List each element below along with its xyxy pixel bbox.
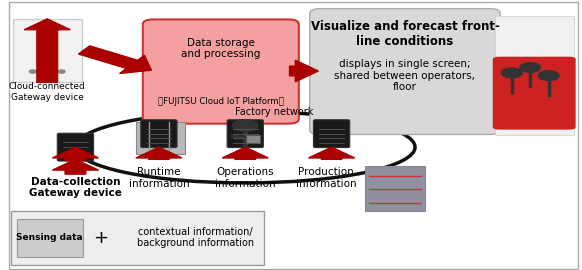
- Polygon shape: [308, 147, 354, 159]
- Circle shape: [502, 68, 522, 78]
- FancyBboxPatch shape: [365, 166, 425, 211]
- Text: ∞: ∞: [38, 42, 56, 62]
- FancyBboxPatch shape: [57, 133, 94, 161]
- Polygon shape: [136, 147, 182, 159]
- Text: Production
information: Production information: [296, 167, 356, 189]
- Circle shape: [538, 71, 559, 80]
- Text: Visualize and forecast front-
line conditions: Visualize and forecast front- line condi…: [311, 20, 499, 48]
- FancyBboxPatch shape: [9, 2, 578, 269]
- Circle shape: [520, 63, 541, 72]
- Polygon shape: [290, 60, 318, 82]
- FancyBboxPatch shape: [17, 219, 83, 256]
- Circle shape: [44, 70, 51, 73]
- Text: displays in single screen;
shared between operators,
floor: displays in single screen; shared betwee…: [335, 59, 475, 92]
- FancyBboxPatch shape: [13, 19, 81, 82]
- Polygon shape: [79, 46, 151, 73]
- Circle shape: [29, 70, 36, 73]
- FancyBboxPatch shape: [493, 57, 576, 130]
- Text: Sensing data: Sensing data: [16, 233, 83, 242]
- Polygon shape: [52, 147, 98, 161]
- FancyBboxPatch shape: [136, 122, 185, 154]
- FancyBboxPatch shape: [246, 135, 260, 143]
- Text: +: +: [93, 229, 108, 247]
- Text: Data-collection
Gateway device: Data-collection Gateway device: [29, 177, 122, 198]
- Polygon shape: [52, 159, 98, 174]
- FancyBboxPatch shape: [11, 211, 264, 265]
- FancyBboxPatch shape: [314, 120, 350, 147]
- Text: 「FUJITSU Cloud IoT Platform」: 「FUJITSU Cloud IoT Platform」: [158, 97, 283, 106]
- Text: contextual information/
background information: contextual information/ background infor…: [137, 227, 254, 248]
- FancyBboxPatch shape: [143, 19, 299, 124]
- Text: Operations
information: Operations information: [215, 167, 275, 189]
- Circle shape: [58, 70, 65, 73]
- FancyBboxPatch shape: [310, 9, 501, 134]
- FancyBboxPatch shape: [227, 120, 264, 147]
- Text: Cloud-connected
Gateway device: Cloud-connected Gateway device: [9, 82, 86, 102]
- FancyBboxPatch shape: [495, 16, 574, 135]
- FancyBboxPatch shape: [141, 120, 177, 147]
- Text: Runtime
information: Runtime information: [129, 167, 189, 189]
- Polygon shape: [24, 19, 70, 82]
- Polygon shape: [222, 147, 268, 159]
- Text: Factory network: Factory network: [235, 107, 313, 117]
- Text: Data storage
and processing: Data storage and processing: [181, 38, 261, 59]
- Circle shape: [233, 120, 258, 131]
